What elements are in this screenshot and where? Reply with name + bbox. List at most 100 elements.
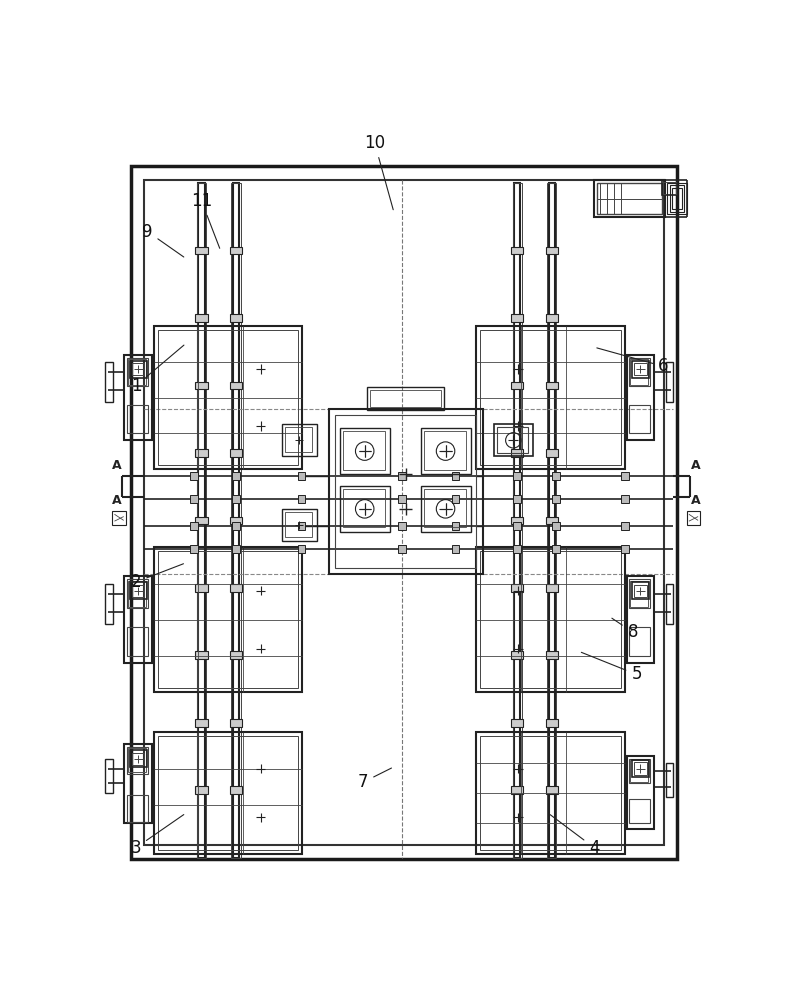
- Bar: [597, 183, 662, 214]
- Bar: [230, 314, 242, 322]
- Bar: [514, 545, 521, 553]
- Bar: [665, 763, 673, 797]
- Bar: [629, 759, 650, 783]
- Bar: [126, 358, 149, 386]
- Bar: [621, 472, 629, 480]
- Bar: [230, 382, 242, 389]
- Bar: [398, 522, 405, 530]
- Bar: [545, 517, 558, 524]
- Bar: [511, 517, 523, 524]
- Bar: [514, 472, 521, 480]
- Bar: [196, 719, 207, 727]
- Bar: [629, 405, 650, 433]
- Bar: [452, 495, 460, 503]
- Bar: [232, 522, 240, 530]
- Bar: [340, 486, 390, 532]
- Bar: [511, 584, 523, 592]
- Text: A: A: [112, 459, 122, 472]
- Bar: [285, 427, 312, 452]
- Bar: [511, 314, 523, 322]
- Bar: [398, 472, 405, 480]
- Bar: [282, 424, 317, 456]
- Bar: [130, 166, 677, 859]
- Bar: [511, 449, 523, 457]
- Text: 4: 4: [550, 815, 599, 857]
- Text: 11: 11: [191, 192, 219, 248]
- Bar: [126, 795, 149, 822]
- Bar: [132, 753, 145, 765]
- Bar: [629, 358, 650, 386]
- Bar: [196, 314, 207, 322]
- Bar: [511, 247, 523, 254]
- Bar: [621, 495, 629, 503]
- Bar: [480, 736, 621, 850]
- Bar: [514, 522, 521, 530]
- Bar: [130, 361, 147, 378]
- Bar: [105, 759, 113, 793]
- Bar: [669, 185, 684, 212]
- Bar: [513, 183, 522, 858]
- Bar: [196, 584, 207, 592]
- Bar: [476, 547, 625, 692]
- Bar: [552, 522, 560, 530]
- Bar: [105, 362, 113, 402]
- Bar: [230, 449, 242, 457]
- Text: A: A: [112, 494, 122, 507]
- Bar: [545, 651, 558, 659]
- Bar: [130, 582, 147, 599]
- Bar: [196, 517, 207, 524]
- Bar: [667, 183, 687, 214]
- Bar: [297, 495, 305, 503]
- Bar: [626, 355, 654, 440]
- Bar: [552, 545, 560, 553]
- Bar: [297, 545, 305, 553]
- Bar: [621, 522, 629, 530]
- Text: A: A: [691, 459, 700, 472]
- Bar: [662, 180, 677, 195]
- Bar: [545, 247, 558, 254]
- Bar: [672, 188, 682, 209]
- Bar: [126, 627, 149, 656]
- Bar: [197, 183, 206, 858]
- Bar: [132, 585, 145, 597]
- Bar: [452, 545, 460, 553]
- Bar: [421, 428, 471, 474]
- Bar: [664, 182, 676, 194]
- Text: 3: 3: [130, 815, 184, 857]
- Bar: [398, 495, 405, 503]
- Bar: [144, 180, 665, 845]
- Bar: [132, 363, 145, 375]
- Bar: [230, 719, 242, 727]
- Bar: [285, 512, 312, 537]
- Bar: [511, 719, 523, 727]
- Bar: [297, 472, 305, 480]
- Bar: [621, 545, 629, 553]
- Bar: [511, 651, 523, 659]
- Bar: [196, 449, 207, 457]
- Bar: [125, 744, 152, 823]
- Text: A: A: [691, 494, 700, 507]
- Bar: [511, 382, 523, 389]
- Bar: [157, 330, 298, 465]
- Text: 5: 5: [581, 652, 642, 683]
- Bar: [153, 326, 302, 469]
- Bar: [153, 547, 302, 692]
- Bar: [632, 361, 649, 378]
- Bar: [232, 545, 240, 553]
- Bar: [232, 472, 240, 480]
- Bar: [190, 495, 198, 503]
- Bar: [626, 576, 654, 663]
- Bar: [282, 509, 317, 541]
- Bar: [127, 748, 146, 772]
- Bar: [130, 750, 147, 767]
- Bar: [632, 582, 649, 599]
- Bar: [157, 551, 298, 688]
- Text: 8: 8: [612, 618, 638, 641]
- Text: 9: 9: [142, 223, 184, 257]
- Bar: [665, 584, 673, 624]
- Bar: [634, 762, 646, 775]
- Text: 7: 7: [358, 768, 391, 791]
- Bar: [630, 581, 648, 607]
- Bar: [112, 511, 126, 525]
- Bar: [545, 719, 558, 727]
